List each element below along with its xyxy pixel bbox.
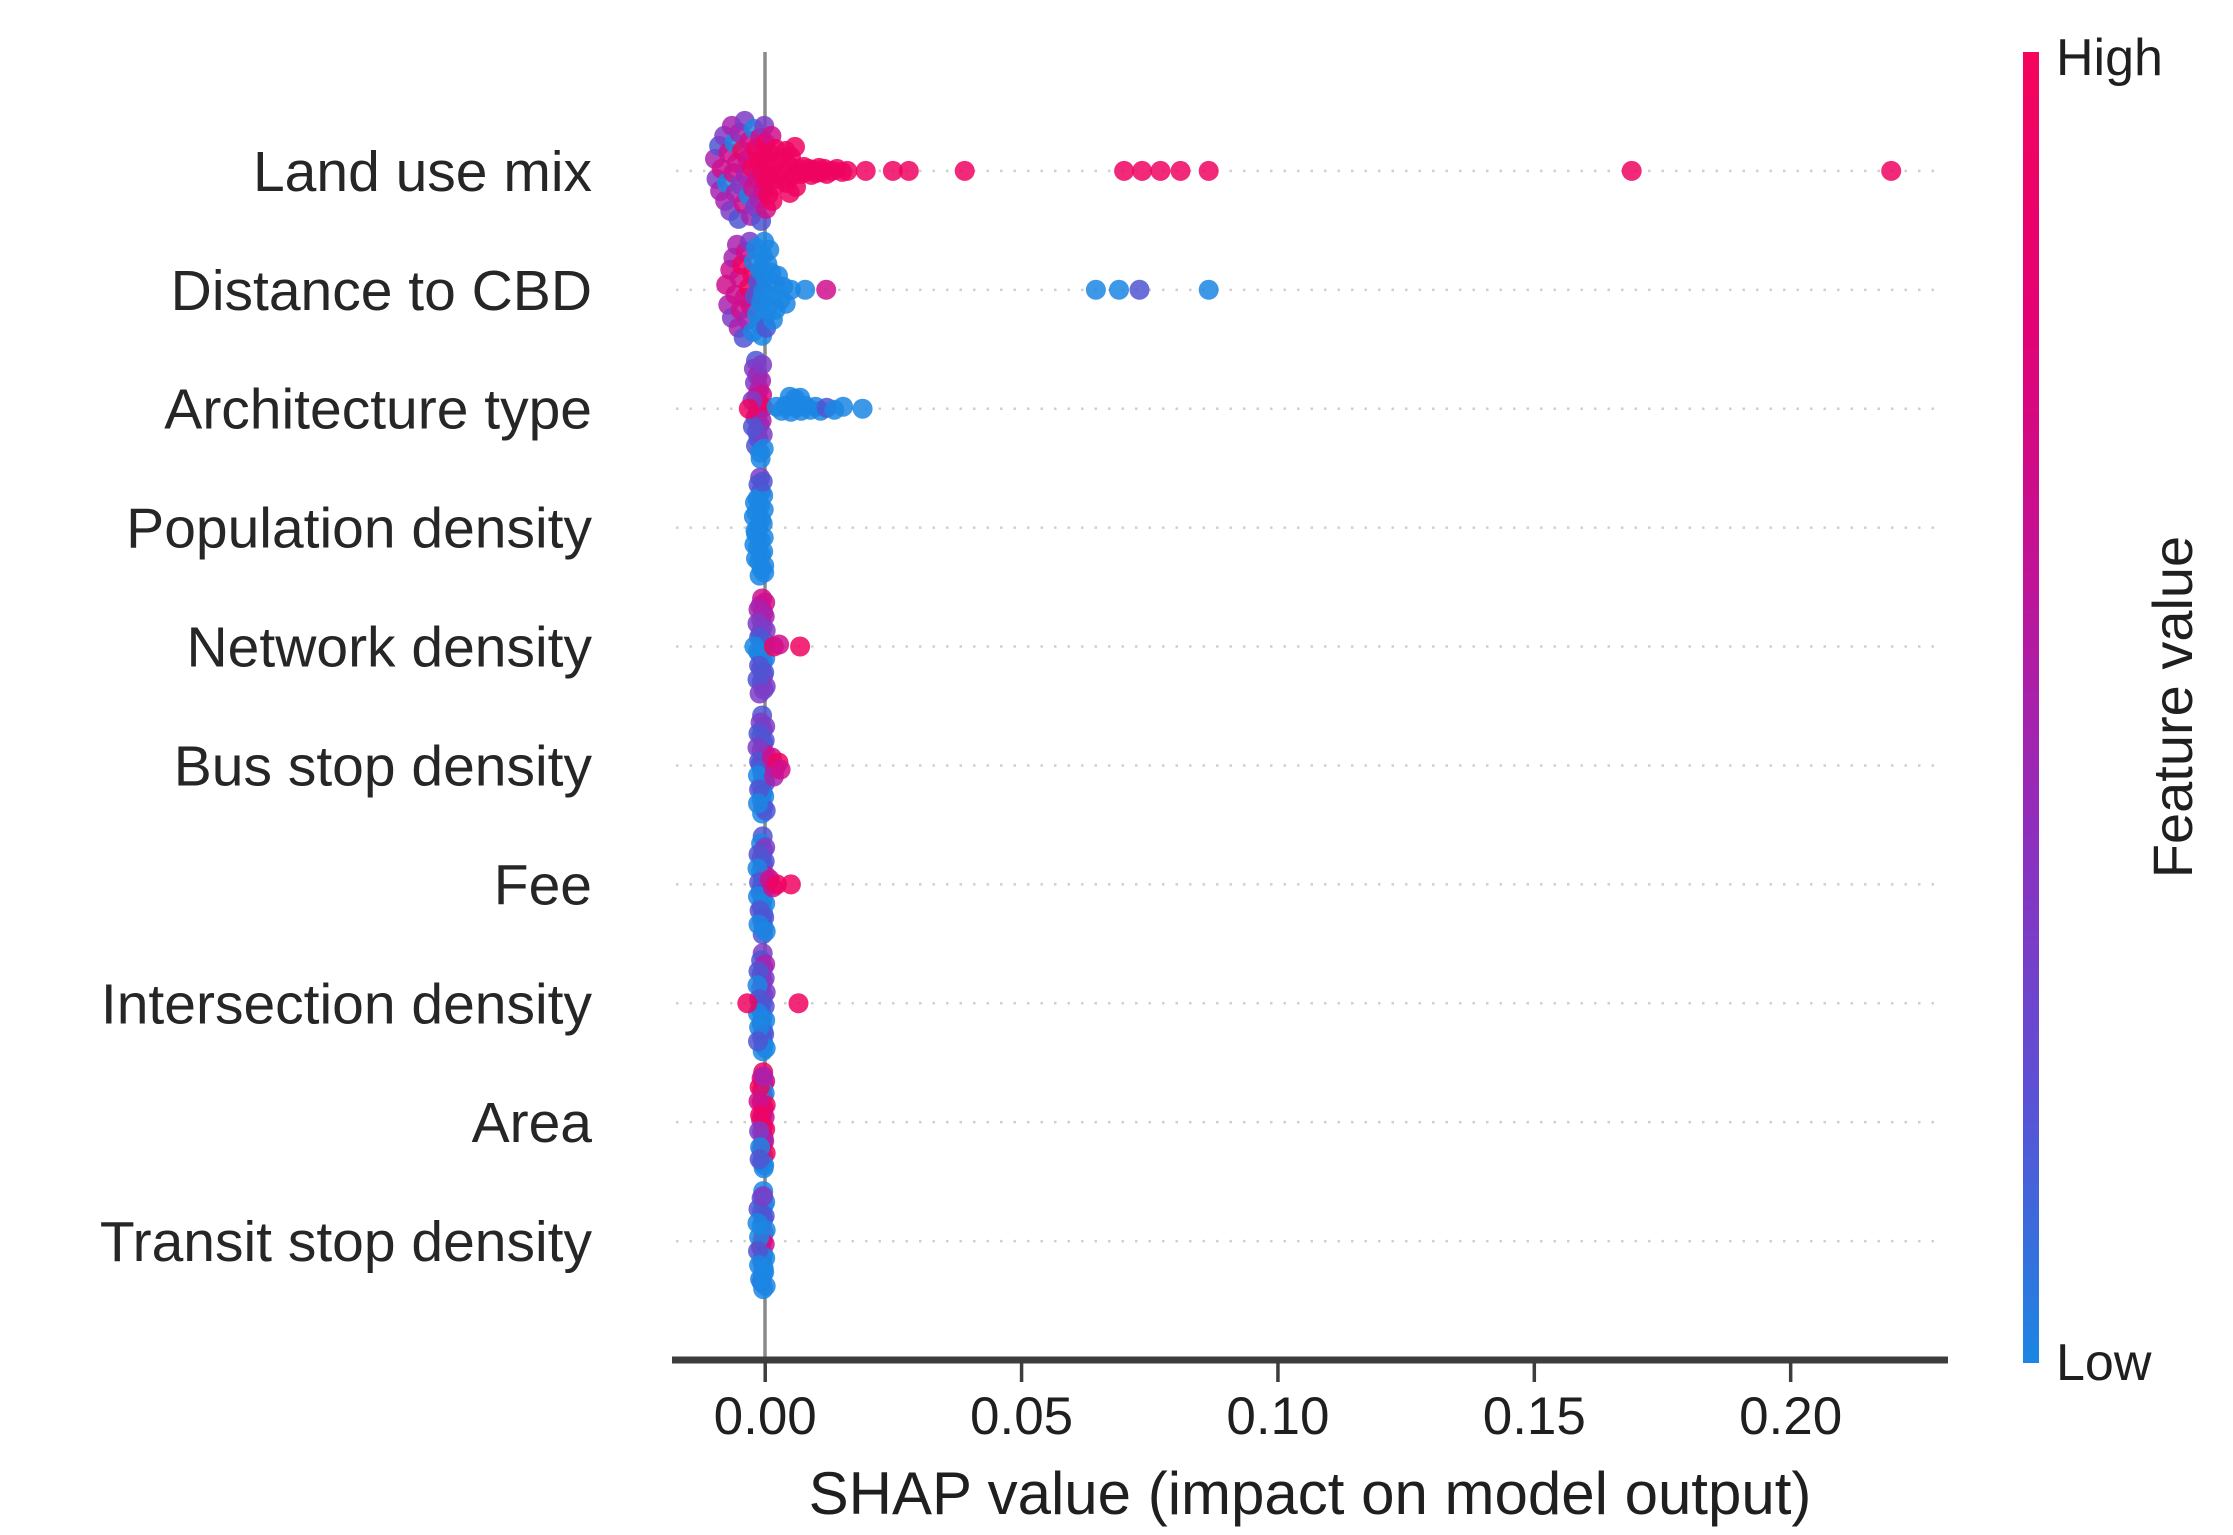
data-point (1129, 279, 1150, 300)
x-tick-label: 0.15 (1483, 1387, 1586, 1446)
data-point (737, 993, 758, 1014)
data-point (833, 396, 854, 417)
data-point (750, 448, 771, 469)
data-point (753, 1186, 774, 1207)
data-point (770, 759, 791, 780)
data-point (742, 416, 763, 437)
feature-label: Distance to CBD (171, 259, 592, 323)
feature-label: Network density (187, 616, 593, 680)
data-point (750, 1105, 771, 1126)
data-point (752, 471, 773, 492)
feature-label: Fee (494, 853, 592, 917)
data-point (1150, 160, 1171, 181)
x-axis-title: SHAP value (impact on model output) (809, 1460, 1812, 1527)
data-point (1198, 160, 1219, 181)
data-point (1881, 160, 1902, 181)
data-point (898, 160, 919, 181)
data-point (780, 874, 801, 895)
data-point (780, 279, 801, 300)
data-point (749, 1121, 770, 1142)
x-tick-label: 0.10 (1226, 1387, 1329, 1446)
feature-labels: Land use mix Distance to CBD Architecture … (100, 140, 593, 1274)
data-point (852, 398, 873, 419)
colorbar-low-label: Low (2056, 1334, 2152, 1392)
data-point (1170, 160, 1191, 181)
feature-label: Land use mix (253, 140, 592, 204)
data-point (1114, 160, 1135, 181)
data-point (816, 279, 837, 300)
data-point (767, 874, 787, 895)
data-point (1085, 279, 1106, 300)
data-point (749, 683, 770, 704)
feature-label: Bus stop density (174, 734, 593, 798)
feature-label: Population density (126, 497, 592, 561)
data-point (738, 398, 759, 419)
data-point (882, 160, 903, 181)
data-point (1621, 160, 1642, 181)
data-point (769, 634, 790, 655)
data-point (790, 636, 811, 657)
data-point (788, 993, 809, 1014)
colorbar-title: Feature value (2141, 536, 2204, 878)
data-point (762, 190, 783, 211)
data-point (855, 160, 876, 181)
data-point (749, 1149, 770, 1170)
data-point (754, 562, 775, 583)
feature-label: Transit stop density (100, 1210, 593, 1274)
data-point (753, 1066, 774, 1087)
gridlines-layer (676, 169, 1945, 1243)
colorbar (2023, 52, 2039, 1363)
x-tick-label: 0.20 (1739, 1387, 1842, 1446)
data-points-layer (705, 110, 1902, 1300)
x-tick-label: 0.05 (970, 1387, 1073, 1446)
data-point (750, 1269, 771, 1290)
data-point (837, 160, 858, 181)
data-point (744, 636, 765, 657)
x-tick-label: 0.00 (714, 1387, 817, 1446)
data-point (1132, 160, 1153, 181)
data-point (752, 354, 773, 375)
colorbar-high-label: High (2056, 29, 2163, 87)
feature-label: Area (472, 1091, 593, 1155)
data-point (1109, 279, 1129, 300)
data-point (954, 160, 975, 181)
data-point (748, 1031, 768, 1052)
data-point (748, 793, 768, 814)
data-point (1198, 279, 1219, 300)
data-point (748, 914, 769, 935)
data-point (795, 279, 816, 300)
feature-label: Architecture type (164, 378, 592, 442)
x-axis-ticks: 0.00 0.05 0.10 0.15 0.20 (714, 1360, 1842, 1446)
feature-label: Intersection density (101, 972, 593, 1036)
data-point (759, 239, 780, 260)
data-point (785, 136, 805, 157)
